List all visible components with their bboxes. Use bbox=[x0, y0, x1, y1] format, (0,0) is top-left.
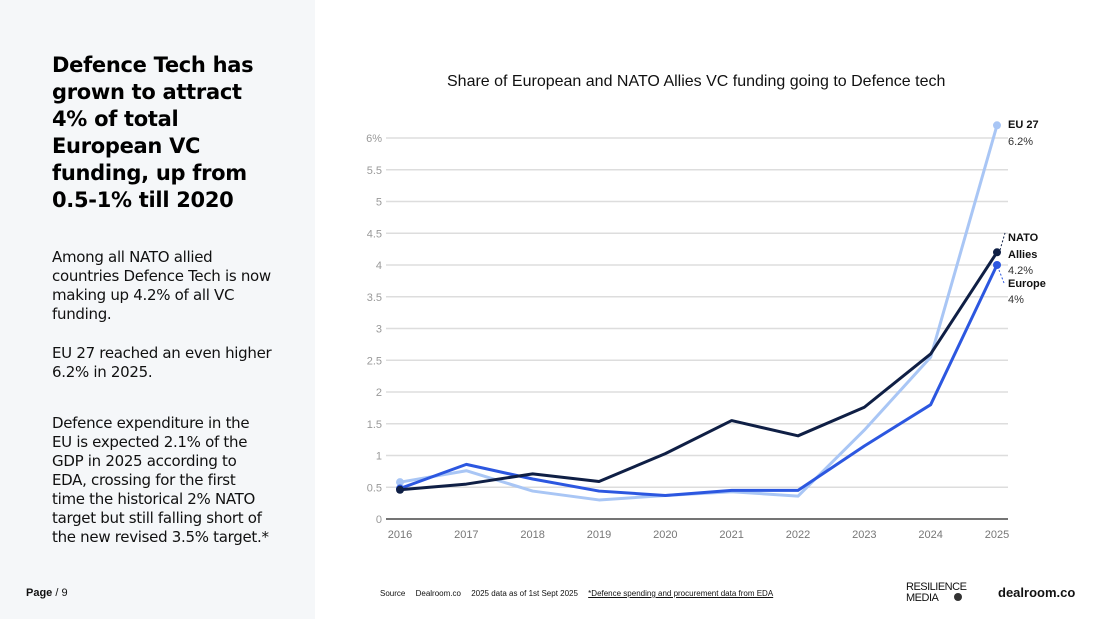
label-eu27-value: 6.2% bbox=[1008, 136, 1033, 148]
series-start-point bbox=[396, 485, 404, 494]
y-tick-label: 0.5 bbox=[367, 482, 382, 494]
y-tick-label: 0 bbox=[376, 514, 382, 526]
series-line-eu-27 bbox=[399, 124, 999, 502]
y-tick-label: 4 bbox=[376, 260, 382, 272]
page-number: / 9 bbox=[55, 587, 68, 599]
logo-line1: RESILIENCE bbox=[906, 581, 967, 593]
series-end-point bbox=[993, 261, 1001, 269]
y-tick-label: 5.5 bbox=[367, 165, 382, 177]
x-tick-label: 2018 bbox=[520, 529, 544, 541]
leader-line bbox=[999, 232, 1006, 251]
source-label: Source bbox=[380, 589, 406, 598]
x-tick-label: 2019 bbox=[587, 529, 611, 541]
y-tick-label: 3.5 bbox=[367, 292, 382, 304]
page-label: Page bbox=[26, 587, 53, 599]
left-panel bbox=[0, 0, 315, 619]
series-start-point bbox=[396, 478, 404, 487]
footnote-link[interactable]: *Defence spending and procurement data f… bbox=[588, 589, 774, 598]
series-line-nato-allies bbox=[399, 251, 999, 492]
footer-source: Source Dealroom.co 2025 data as of 1st S… bbox=[380, 589, 773, 598]
series-line-europe bbox=[399, 264, 999, 498]
label-nato-value: 4.2% bbox=[1008, 265, 1033, 277]
logo-line2: MEDIA bbox=[906, 593, 966, 604]
y-tick-label: 1.5 bbox=[367, 419, 382, 431]
paragraph-nato: Among all NATO allied countries Defence … bbox=[52, 248, 271, 323]
y-tick-label: 5 bbox=[376, 197, 382, 209]
chart-title: Share of European and NATO Allies VC fun… bbox=[447, 73, 946, 90]
series-end-point bbox=[993, 121, 1001, 130]
page-indicator: Page / 9 bbox=[26, 587, 68, 599]
resilience-media-logo: RESILIENCE MEDIA bbox=[906, 581, 967, 604]
paragraph-eu27: EU 27 reached an even higher 6.2% in 202… bbox=[52, 344, 272, 381]
series-end-point bbox=[993, 248, 1001, 257]
x-tick-label: 2025 bbox=[985, 529, 1009, 541]
x-tick-label: 2020 bbox=[653, 529, 677, 541]
y-tick-label: 6% bbox=[366, 133, 382, 145]
label-nato-name-2: Allies bbox=[1008, 249, 1037, 261]
label-eu27-name: EU 27 bbox=[1008, 119, 1039, 131]
label-europe-name: Europe bbox=[1008, 278, 1046, 290]
y-tick-label: 3 bbox=[376, 324, 382, 336]
x-tick-label: 2017 bbox=[454, 529, 478, 541]
y-tick-label: 4.5 bbox=[367, 228, 382, 240]
x-tick-label: 2021 bbox=[719, 529, 743, 541]
leader-line bbox=[998, 269, 1005, 284]
dealroom-logo: dealroom.co bbox=[998, 585, 1076, 600]
source-value: Dealroom.co bbox=[415, 589, 461, 598]
x-tick-label: 2023 bbox=[852, 529, 876, 541]
headline: Defence Tech has grown to attract 4% of … bbox=[52, 53, 254, 212]
y-tick-label: 2.5 bbox=[367, 355, 382, 367]
paragraph-expenditure: Defence expenditure in the EU is expecte… bbox=[52, 414, 269, 546]
label-europe-value: 4% bbox=[1008, 294, 1024, 306]
globe-icon bbox=[954, 593, 963, 601]
label-nato-name-1: NATO bbox=[1008, 232, 1039, 244]
data-note: 2025 data as of 1st Sept 2025 bbox=[471, 589, 578, 598]
x-tick-label: 2024 bbox=[918, 529, 942, 541]
x-tick-label: 2022 bbox=[786, 529, 810, 541]
x-tick-label: 2016 bbox=[388, 529, 412, 541]
y-tick-label: 2 bbox=[376, 387, 382, 399]
y-tick-label: 1 bbox=[376, 451, 382, 463]
